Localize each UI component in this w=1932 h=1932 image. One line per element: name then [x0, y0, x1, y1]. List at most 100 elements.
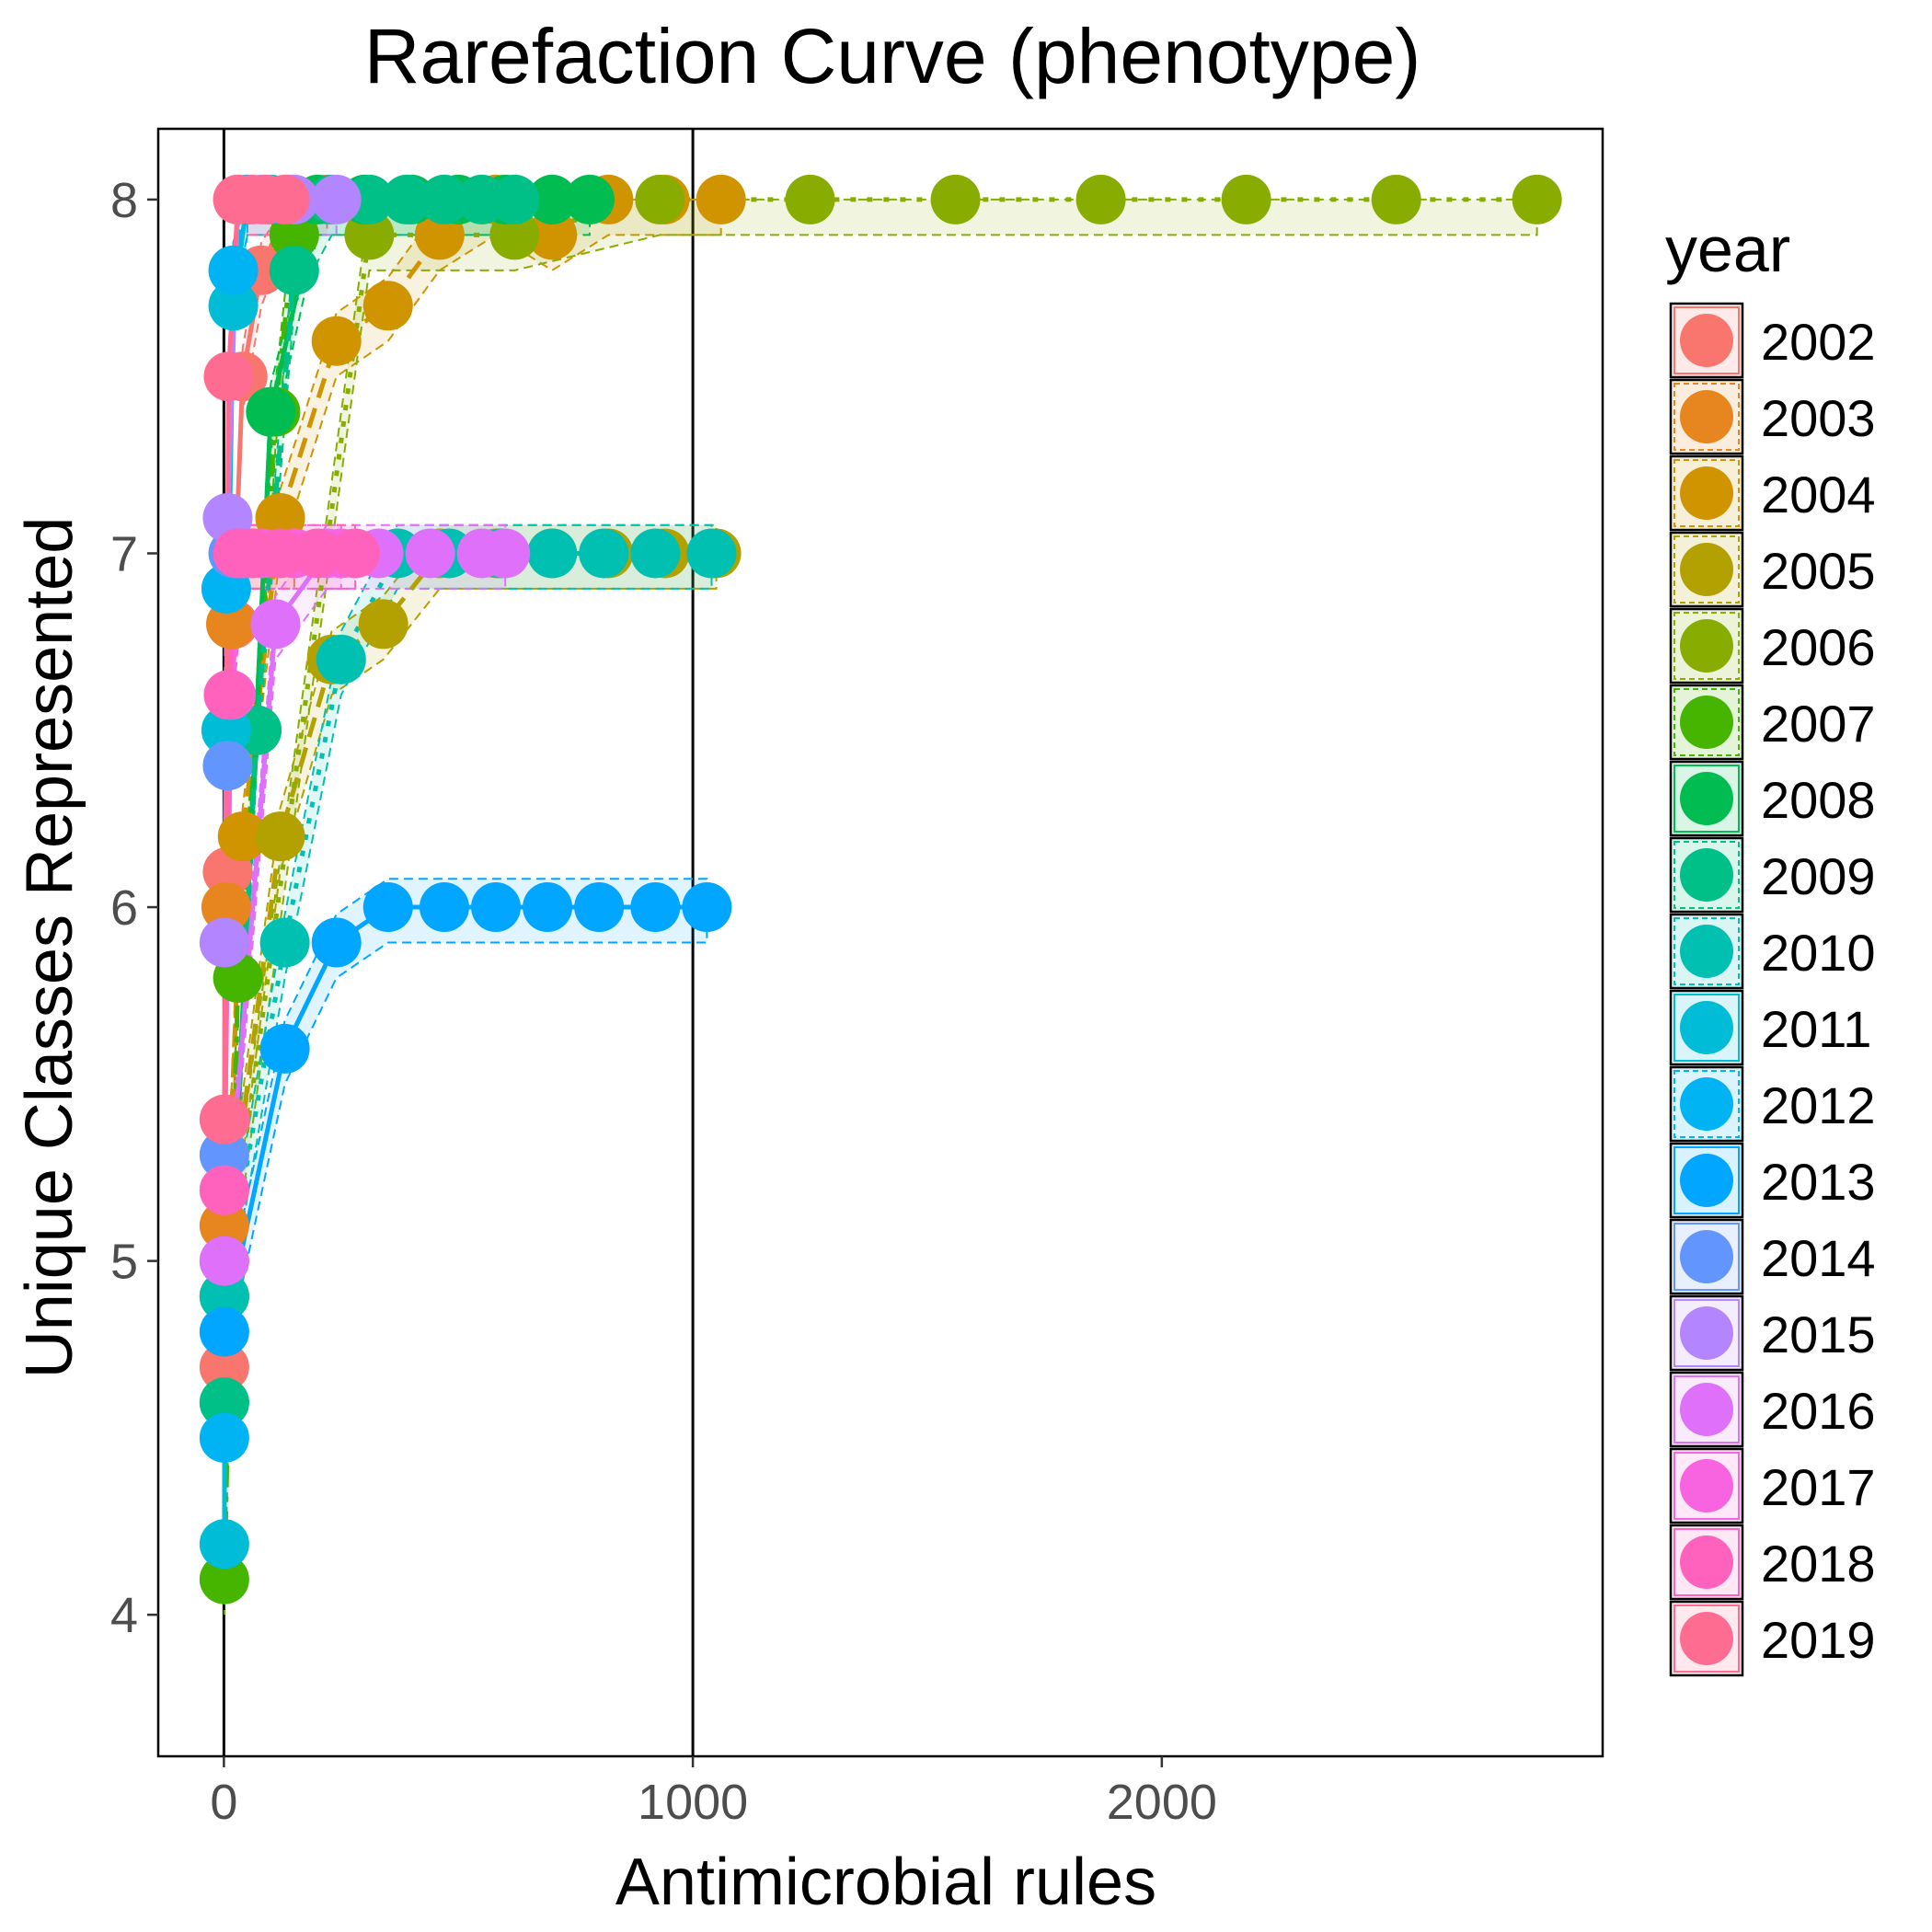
series-line-2013	[222, 904, 707, 1333]
legend-key-border-2015	[1673, 1299, 1740, 1367]
legend-label-2002: 2002	[1761, 313, 1876, 371]
legend-key-border-2004	[1673, 459, 1740, 527]
legend-label-2004: 2004	[1761, 466, 1876, 523]
y-tick-label-5: 5	[110, 1235, 138, 1290]
point-2009-8	[489, 174, 540, 224]
legend-label-2017: 2017	[1761, 1458, 1876, 1516]
legend-swatch-2008	[1680, 772, 1733, 825]
point-2013-5	[471, 882, 522, 933]
legend-label-2005: 2005	[1761, 542, 1876, 600]
point-2010-9	[686, 528, 737, 579]
legend-item-2009: 2009	[1669, 836, 1876, 914]
band-2005	[223, 523, 718, 1297]
point-2006-9	[1512, 174, 1562, 224]
legend-key-border-2019	[1673, 1604, 1740, 1673]
legend-label-2013: 2013	[1761, 1153, 1876, 1211]
chart-title: Rarefaction Curve (phenotype)	[364, 13, 1421, 99]
legend-item-2013: 2013	[1669, 1142, 1876, 1219]
legend-item-2007: 2007	[1669, 684, 1876, 761]
x-axis-label: Antimicrobial rules	[615, 1846, 1156, 1919]
point-2018-1	[203, 670, 254, 720]
point-2010-6	[527, 528, 578, 579]
legend-key-border-2007	[1673, 688, 1740, 756]
legend-item-2014: 2014	[1669, 1218, 1876, 1295]
point-2009-5	[382, 174, 432, 224]
legend-swatch-2003	[1680, 390, 1733, 443]
point-2003-1	[201, 882, 251, 933]
point-2013-3	[362, 882, 413, 933]
legend-label-2018: 2018	[1761, 1535, 1876, 1593]
point-2011-0	[199, 1519, 249, 1570]
legend-item-2005: 2005	[1669, 531, 1876, 608]
point-2013-8	[630, 882, 681, 933]
legend-key-border-2018	[1673, 1528, 1740, 1596]
x-tick-label-0: 0	[210, 1775, 237, 1830]
point-2010-1	[259, 917, 310, 968]
y-tick-label-7: 7	[110, 526, 138, 581]
legend-title: year	[1665, 213, 1790, 285]
legend-item-2008: 2008	[1669, 760, 1876, 837]
legend-key-border-2005	[1673, 535, 1740, 604]
legend-swatch-2017	[1680, 1459, 1733, 1512]
legend-key-border-2012	[1673, 1070, 1740, 1138]
legend-label-2009: 2009	[1761, 847, 1876, 905]
point-2008-7	[527, 174, 578, 224]
point-2006-6	[1075, 174, 1126, 224]
legend-item-2015: 2015	[1669, 1294, 1876, 1372]
legend-item-2010: 2010	[1669, 913, 1876, 990]
legend-swatch-2010	[1680, 925, 1733, 978]
point-2019-5	[259, 174, 310, 224]
point-2010-2	[316, 634, 366, 684]
legend-item-2004: 2004	[1669, 454, 1876, 532]
legend-swatch-2009	[1680, 848, 1733, 902]
legend-swatch-2016	[1680, 1383, 1733, 1436]
legend-swatch-2012	[1680, 1077, 1733, 1131]
legend-key-border-2003	[1673, 383, 1740, 451]
legend-item-2012: 2012	[1669, 1065, 1876, 1143]
point-2006-8	[1371, 174, 1421, 224]
legend-key-border-2014	[1673, 1223, 1740, 1291]
point-2015-5	[311, 174, 362, 224]
point-2018-4	[255, 528, 305, 579]
legend-label-2008: 2008	[1761, 771, 1876, 829]
point-2004-3	[311, 316, 362, 366]
legend-item-2006: 2006	[1669, 607, 1876, 684]
legend-swatch-2013	[1680, 1154, 1733, 1207]
point-2009-6	[419, 174, 469, 224]
panel-border	[156, 127, 1604, 1758]
point-2015-0	[199, 917, 249, 968]
point-2011-2	[208, 281, 259, 331]
point-2016-1	[250, 599, 301, 650]
point-2007-0	[199, 1554, 249, 1604]
legend-swatch-2018	[1680, 1535, 1733, 1589]
legend-label-2016: 2016	[1761, 1382, 1876, 1440]
point-2006-4	[785, 174, 835, 224]
point-2010-8	[630, 528, 681, 579]
legend-key-border-2006	[1673, 612, 1740, 680]
legend-key-border-2017	[1673, 1452, 1740, 1520]
legend-key-border-2013	[1673, 1146, 1740, 1214]
legend-key-border-2016	[1673, 1375, 1740, 1443]
legend-label-2011: 2011	[1761, 1000, 1871, 1058]
point-2016-0	[199, 1236, 249, 1286]
point-2016-4	[405, 528, 455, 579]
legend-label-2010: 2010	[1761, 924, 1876, 982]
point-2010-0	[199, 1271, 249, 1322]
point-2003-0	[199, 1201, 249, 1251]
point-2014-1	[202, 741, 253, 791]
point-2018-5	[293, 528, 343, 579]
legend: year 2002 2003 2004 2005 2006 2007 2008 2009 201…	[1665, 213, 1876, 1677]
point-2006-7	[1221, 174, 1271, 224]
x-tick-label-1000: 1000	[638, 1775, 748, 1830]
legend-swatch-2004	[1680, 466, 1733, 520]
legend-item-2002: 2002	[1669, 302, 1876, 379]
legend-swatch-2006	[1680, 619, 1733, 673]
series-points	[199, 174, 1562, 1604]
legend-key-border-2011	[1673, 994, 1740, 1062]
point-2013-0	[199, 1306, 249, 1357]
legend-swatch-2019	[1680, 1612, 1733, 1665]
legend-swatch-2011	[1680, 1001, 1733, 1054]
point-2018-6	[330, 528, 381, 579]
point-2009-2	[269, 245, 319, 295]
